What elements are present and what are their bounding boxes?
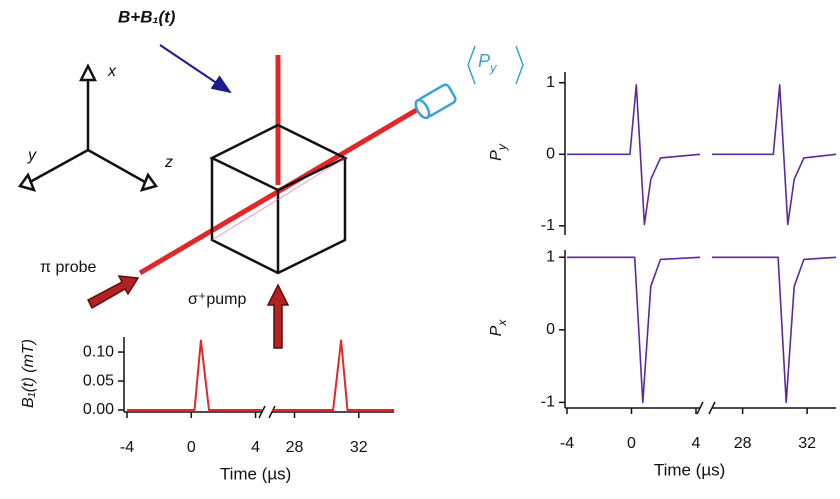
- data-line: [567, 84, 837, 226]
- x-axis-label: Time (µs): [220, 464, 292, 483]
- cell-cube: [209, 123, 348, 275]
- field-arrow: [159, 44, 232, 94]
- axis-y-label: y: [27, 147, 37, 164]
- y-tick-label: -1: [541, 217, 555, 234]
- y-tick-label: 0: [546, 321, 555, 338]
- x-tick-label: 4: [692, 435, 701, 452]
- x-tick-label: -4: [560, 435, 574, 452]
- x-tick-label: 28: [734, 435, 752, 452]
- detector-sub: y: [489, 60, 498, 75]
- y-axis-label: Px: [488, 319, 509, 337]
- y-axis-label-main: P: [488, 325, 505, 336]
- y-axis-label-sub: x: [495, 319, 509, 327]
- probe-label: π probe: [40, 259, 97, 276]
- detector-brackets: [467, 45, 524, 85]
- axis-z-label: z: [164, 154, 173, 171]
- axis-break: [696, 401, 704, 415]
- x-tick-label: 4: [251, 439, 260, 456]
- x-tick-label: 0: [627, 435, 636, 452]
- detector-p: P: [478, 51, 490, 71]
- diagram: B+B₁(t) x y z Py π probe σ⁺pump: [17, 7, 524, 349]
- y-axis-label-sub: y: [495, 143, 509, 151]
- y-axis-label-main: B₁(t) (mT): [20, 339, 37, 408]
- y-axis-label-main: P: [488, 150, 505, 161]
- field-label: B+B₁(t): [118, 7, 176, 26]
- detector: [414, 83, 457, 120]
- axis-x-label: x: [107, 63, 117, 80]
- beam-inside: [211, 157, 346, 241]
- y-tick-label: 0.00: [83, 401, 114, 418]
- x-tick-label: 28: [286, 439, 304, 456]
- pump-label: σ⁺pump: [188, 291, 246, 308]
- y-tick-label: 1: [546, 74, 555, 91]
- y-tick-label: -1: [541, 394, 555, 411]
- y-tick-label: 0.05: [83, 372, 114, 389]
- axis-break: [268, 405, 276, 419]
- probe-arrow: [87, 275, 140, 310]
- y-tick-label: 1: [546, 248, 555, 265]
- axis-triad: [17, 63, 159, 192]
- axis-break: [708, 401, 716, 415]
- y-tick-label: 0: [546, 146, 555, 163]
- y-axis-label: B₁(t) (mT): [20, 339, 37, 408]
- x-tick-label: 32: [350, 439, 368, 456]
- detector-label: Py: [478, 51, 498, 76]
- axis-break: [258, 405, 266, 419]
- pump-arrow: [266, 283, 290, 349]
- y-tick-label: 0.10: [83, 343, 114, 360]
- data-line: [567, 256, 837, 404]
- y-axis-label: Py: [488, 143, 509, 161]
- x-axis-label: Time (µs): [654, 460, 726, 479]
- x-tick-label: 0: [187, 439, 196, 456]
- data-line: [127, 339, 395, 411]
- x-tick-label: -4: [120, 439, 134, 456]
- x-tick-label: 32: [798, 435, 816, 452]
